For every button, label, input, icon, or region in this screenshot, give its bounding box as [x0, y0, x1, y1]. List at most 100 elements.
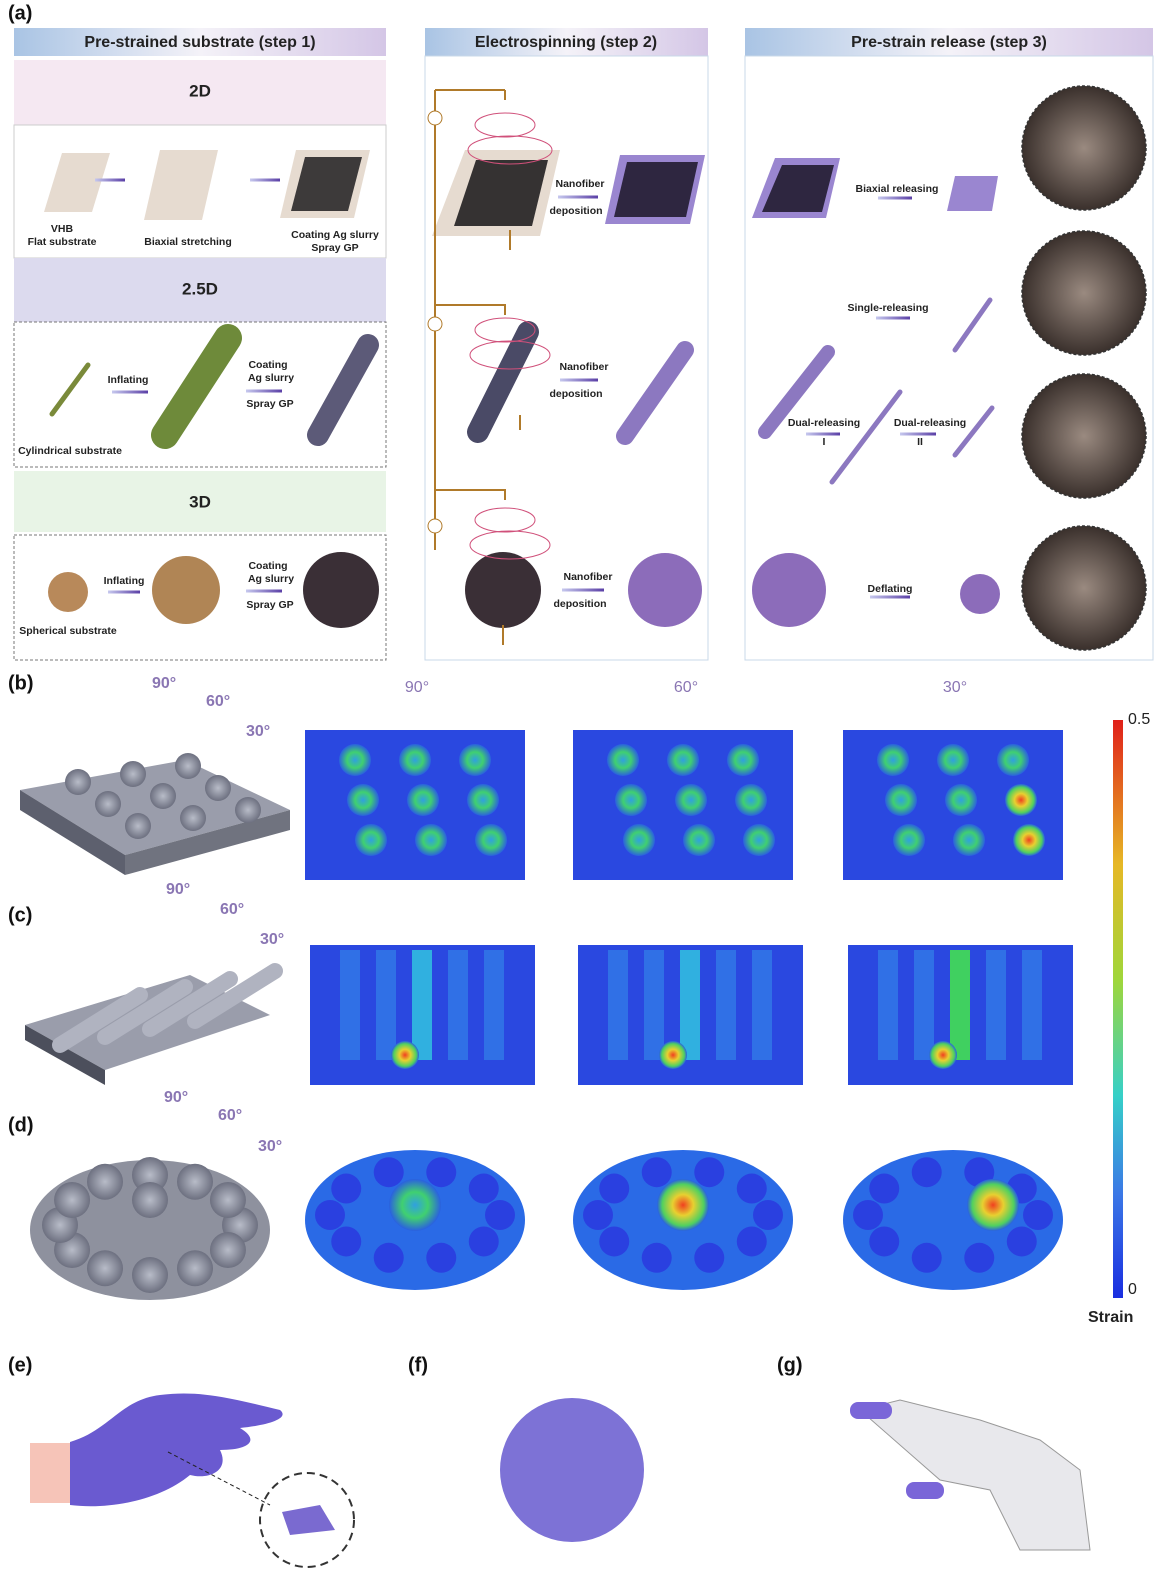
step-label: I — [823, 436, 826, 448]
step-label: Ag slurry — [248, 573, 294, 585]
cylinder — [49, 362, 91, 417]
header-bar — [745, 28, 1153, 56]
step-header: Pre-strain release (step 3) — [851, 34, 1047, 51]
panel-label: (f) — [408, 1354, 428, 1376]
step-box — [424, 55, 709, 661]
ridge — [142, 971, 238, 1037]
fea-ridge — [950, 950, 970, 1060]
colorbar-max: 0.5 — [1128, 711, 1150, 728]
fea-dome — [583, 1200, 613, 1230]
angle-label: 90° — [166, 881, 190, 898]
ridge — [52, 987, 148, 1053]
fea-hot — [659, 1041, 687, 1069]
process-arrow — [95, 178, 125, 182]
fea-ridge — [752, 950, 772, 1060]
fea-dome — [953, 824, 985, 856]
fea-dome — [1013, 824, 1045, 856]
header-bar — [14, 28, 386, 56]
fea-dome — [426, 1157, 457, 1188]
dome — [54, 1182, 91, 1218]
dome — [209, 1232, 246, 1268]
step-box — [744, 55, 1154, 661]
cylinder — [829, 389, 903, 485]
fea-ridge — [680, 950, 700, 1060]
labels: (a) (b) (c) (d) (e) (f) (g) Pre-strained… — [8, 2, 1150, 1376]
fea-dome — [753, 1200, 783, 1230]
zoom-circle — [259, 1472, 355, 1568]
coating — [454, 160, 548, 226]
fea-dome — [937, 744, 969, 776]
dimension: 3D — [189, 492, 211, 511]
process-arrow — [246, 389, 282, 393]
step-label: Deflating — [868, 583, 913, 595]
fea-dome — [1023, 1200, 1053, 1230]
fea-dome — [468, 1226, 499, 1257]
sphere — [152, 556, 220, 624]
fea-ridge — [412, 950, 432, 1060]
step-label: Ag slurry — [248, 372, 294, 384]
header-bar — [425, 28, 708, 56]
angle-label: 30° — [246, 723, 270, 740]
process-arrow — [806, 432, 840, 436]
ground — [502, 230, 521, 645]
dome — [180, 805, 206, 831]
dim-band — [14, 60, 386, 125]
step-label: Flat substrate — [28, 236, 97, 248]
fea-dome — [607, 744, 639, 776]
panel-label: (g) — [777, 1354, 803, 1376]
fea-dome — [964, 1242, 995, 1273]
fea-center — [967, 1179, 1019, 1231]
angle-label: 30° — [258, 1138, 282, 1155]
step-label: Nanofiber — [563, 571, 612, 583]
fea-dome — [339, 744, 371, 776]
fea-dome — [615, 784, 647, 816]
fea-ridge — [914, 950, 934, 1060]
process-arrow — [562, 588, 604, 592]
fea-dome — [727, 744, 759, 776]
angle-label: 90° — [152, 675, 176, 692]
process-arrow — [878, 196, 912, 200]
panel-label: (d) — [8, 1114, 34, 1136]
step-label: II — [917, 436, 923, 448]
dome — [235, 797, 261, 823]
step-label: Dual-releasing — [894, 417, 966, 429]
fea-dome — [743, 824, 775, 856]
fea-dome — [459, 744, 491, 776]
fea-dome — [736, 1173, 767, 1204]
sphere — [465, 552, 541, 628]
step-label: Spray GP — [246, 599, 293, 611]
sphere — [628, 553, 702, 627]
fea-dome — [407, 784, 439, 816]
column-angle: 60° — [674, 679, 698, 696]
fingertip — [906, 1482, 944, 1499]
fea-ridge — [448, 950, 468, 1060]
model-side — [125, 810, 290, 875]
step-label: Inflating — [104, 575, 145, 587]
wrist — [30, 1443, 72, 1503]
ridge — [187, 963, 283, 1029]
dimension: 2D — [189, 81, 211, 100]
fea-ridge — [986, 950, 1006, 1060]
cylinder — [758, 345, 835, 439]
process-arrow — [112, 390, 148, 394]
jets — [467, 112, 553, 560]
fea-dome — [911, 1157, 942, 1188]
process-arrow — [876, 316, 910, 320]
dome — [65, 769, 91, 795]
process-arrow — [558, 195, 598, 199]
fea-dome — [911, 1242, 942, 1273]
column-angle: 90° — [405, 679, 429, 696]
step-label: Single-releasing — [847, 302, 928, 314]
angle-label: 60° — [206, 693, 230, 710]
dome — [205, 775, 231, 801]
fea-dome — [736, 1226, 767, 1257]
dimension: 2.5D — [182, 279, 218, 298]
fea-dome — [1006, 1226, 1037, 1257]
angle-label: 60° — [218, 1107, 242, 1124]
coating — [291, 157, 362, 211]
angle-label: 30° — [260, 931, 284, 948]
dome — [87, 1250, 123, 1287]
step-label: Cylindrical substrate — [18, 445, 122, 457]
fea-dome — [869, 1173, 900, 1204]
sem-images — [1021, 85, 1147, 651]
